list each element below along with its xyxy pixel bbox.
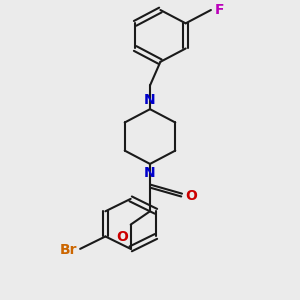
Text: Br: Br xyxy=(60,243,77,257)
Text: N: N xyxy=(144,166,156,180)
Text: N: N xyxy=(144,93,156,107)
Text: O: O xyxy=(186,190,197,203)
Text: O: O xyxy=(116,230,128,244)
Text: F: F xyxy=(214,3,224,17)
